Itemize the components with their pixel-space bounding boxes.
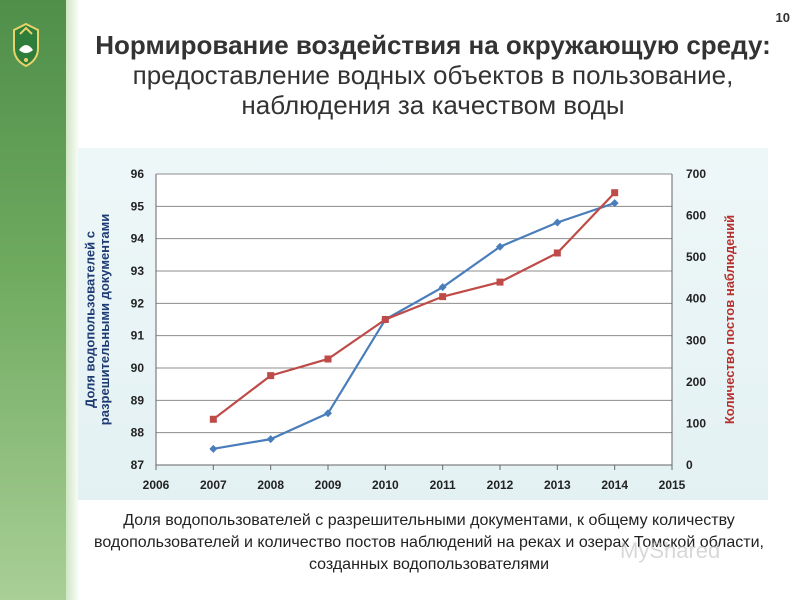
data-point-right bbox=[267, 372, 275, 380]
y-tick-label-left: 93 bbox=[131, 264, 145, 278]
x-tick-label: 2008 bbox=[257, 478, 284, 492]
x-tick-label: 2012 bbox=[487, 478, 514, 492]
y-tick-label-right: 0 bbox=[686, 458, 693, 472]
data-point-right bbox=[611, 189, 619, 197]
data-point-left bbox=[266, 435, 275, 444]
y-tick-label-right: 600 bbox=[686, 209, 706, 223]
left-decorative-band bbox=[0, 0, 72, 600]
line-chart: 87 88 89 90 91 92 93 94 95 96 0 100 200 300 400 500 600 7… bbox=[83, 167, 737, 492]
series-line-left bbox=[213, 202, 616, 450]
y-tick-label-right: 400 bbox=[686, 292, 706, 306]
x-tick-label: 2007 bbox=[200, 478, 227, 492]
data-point-left bbox=[324, 409, 332, 418]
tick-labels: 87 88 89 90 91 92 93 94 95 96 0 100 200 300 400 500 600 7… bbox=[131, 167, 707, 492]
x-tick-label: 2010 bbox=[372, 478, 399, 492]
y-tick-label-left: 89 bbox=[131, 393, 145, 407]
chart-caption: Доля водопользователей с разрешительными… bbox=[94, 512, 764, 573]
data-point-left bbox=[438, 283, 447, 292]
x-tick-label: 2014 bbox=[601, 478, 628, 492]
y-tick-label-right: 100 bbox=[686, 416, 706, 430]
y-tick-label-left: 96 bbox=[131, 167, 145, 181]
data-point-right bbox=[381, 316, 389, 323]
data-point-left bbox=[610, 199, 619, 208]
data-point-right bbox=[209, 415, 217, 423]
left-band-highlight bbox=[66, 0, 80, 600]
y-tick-label-right: 200 bbox=[686, 375, 706, 389]
y-tick-label-left: 94 bbox=[131, 232, 145, 246]
axes bbox=[155, 174, 673, 470]
data-point-left bbox=[496, 242, 504, 251]
page-number: 10 bbox=[775, 10, 790, 25]
y-axis-label-left: Доля водопользователей сразрешительными … bbox=[83, 214, 112, 425]
y-tick-label-left: 90 bbox=[131, 361, 145, 375]
y-tick-label-left: 91 bbox=[131, 329, 145, 343]
data-point-right bbox=[496, 278, 504, 286]
data-point-left bbox=[553, 218, 562, 227]
data-point-right bbox=[439, 293, 447, 301]
series-lines bbox=[212, 191, 616, 450]
y-tick-label-right: 500 bbox=[686, 250, 706, 264]
watermark: MyShared bbox=[620, 538, 721, 563]
y-tick-label-left: 95 bbox=[131, 199, 145, 213]
region-emblem-icon bbox=[13, 22, 39, 68]
y-tick-label-right: 300 bbox=[686, 333, 706, 347]
x-tick-label: 2009 bbox=[315, 478, 342, 492]
series-line-right bbox=[212, 191, 616, 421]
title-regular-part: предоставление водных объектов в пользов… bbox=[132, 60, 734, 120]
y-tick-label-left: 87 bbox=[131, 458, 145, 472]
data-point-right bbox=[553, 249, 561, 257]
y-tick-label-right: 700 bbox=[686, 167, 706, 181]
x-tick-label: 2013 bbox=[544, 478, 571, 492]
data-point-left bbox=[209, 444, 218, 453]
slide-title: Нормирование воздействия на окружающую с… bbox=[88, 30, 778, 120]
y-tick-label-left: 88 bbox=[131, 426, 145, 440]
data-point-right bbox=[324, 355, 332, 363]
grid-lines bbox=[156, 173, 672, 466]
series-markers bbox=[209, 189, 619, 453]
y-axis-label-right: Количество постов наблюдений bbox=[722, 215, 737, 424]
title-bold-part: Нормирование воздействия на окружающую с… bbox=[95, 30, 771, 60]
x-tick-label: 2006 bbox=[143, 478, 170, 492]
plot-area bbox=[156, 174, 672, 465]
x-tick-label: 2015 bbox=[659, 478, 686, 492]
x-tick-label: 2011 bbox=[430, 478, 456, 492]
y-tick-label-left: 92 bbox=[131, 296, 145, 310]
